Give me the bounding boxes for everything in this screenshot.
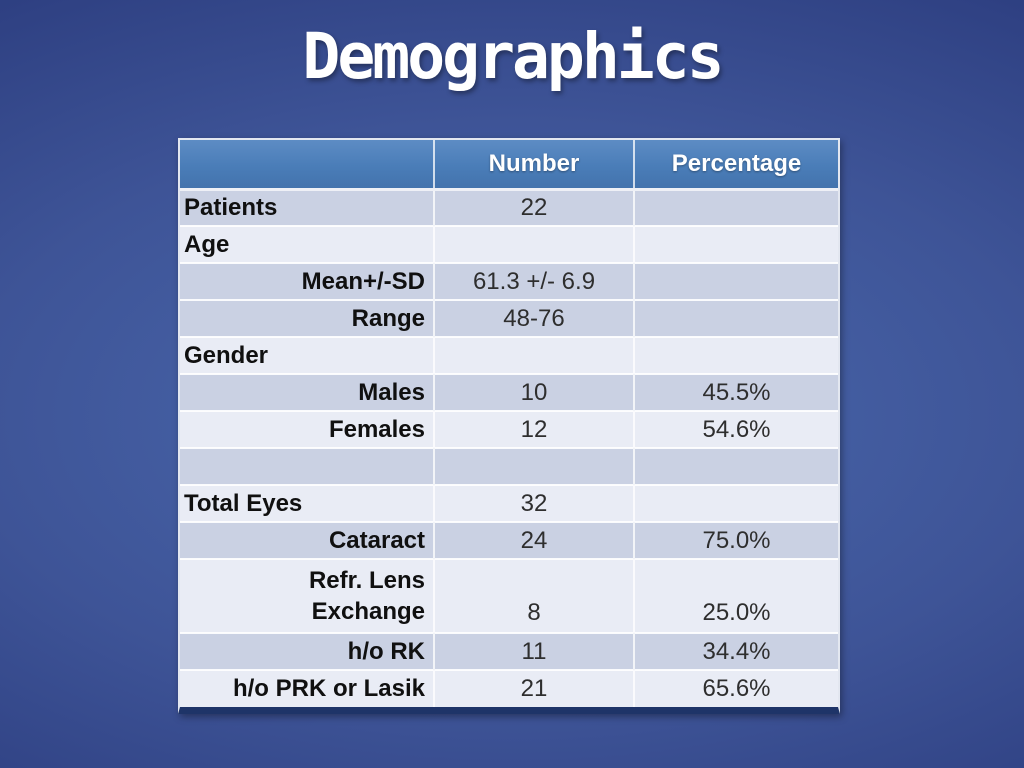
number-cell: 12 bbox=[433, 410, 634, 448]
number-cell: 24 bbox=[433, 521, 634, 559]
table-row-refr-lens-exchange: Refr. Lens Exchange 8 25.0% bbox=[180, 558, 838, 633]
table-header-row: Number Percentage bbox=[180, 140, 838, 191]
table-row-males: Males 10 45.5% bbox=[180, 373, 838, 411]
row-label-cell: Females bbox=[180, 410, 434, 448]
number-cell: 11 bbox=[433, 632, 634, 670]
number-cell: 48-76 bbox=[433, 299, 634, 337]
row-label-cell: Males bbox=[180, 373, 434, 411]
percentage-cell bbox=[633, 299, 838, 337]
number-cell bbox=[433, 447, 634, 485]
percentage-cell: 54.6% bbox=[633, 410, 838, 448]
row-label-cell: Cataract bbox=[180, 521, 434, 559]
number-cell: 10 bbox=[433, 373, 634, 411]
number-cell bbox=[433, 336, 634, 374]
percentage-cell bbox=[633, 336, 838, 374]
demographics-table: Number Percentage Patients 22 Age Mean+/… bbox=[178, 138, 840, 714]
table-row-females: Females 12 54.6% bbox=[180, 410, 838, 448]
percentage-cell: 25.0% bbox=[633, 558, 838, 633]
row-label-cell: h/o RK bbox=[180, 632, 434, 670]
percentage-cell: 65.6% bbox=[633, 669, 838, 707]
row-label-cell: h/o PRK or Lasik bbox=[180, 669, 434, 707]
table-row-gender: Gender bbox=[180, 336, 838, 374]
row-label-cell: Total Eyes bbox=[180, 484, 434, 522]
row-label-cell: Patients bbox=[180, 189, 434, 226]
header-cell-percentage: Percentage bbox=[633, 140, 838, 191]
header-cell-number: Number bbox=[433, 140, 634, 191]
table-row-range: Range 48-76 bbox=[180, 299, 838, 337]
row-label-cell: Range bbox=[180, 299, 434, 337]
row-label-cell: Age bbox=[180, 225, 434, 263]
percentage-cell bbox=[633, 262, 838, 300]
number-cell: 61.3 +/- 6.9 bbox=[433, 262, 634, 300]
percentage-cell: 34.4% bbox=[633, 632, 838, 670]
percentage-cell bbox=[633, 225, 838, 263]
table-row-spacer bbox=[180, 447, 838, 485]
table-row-cataract: Cataract 24 75.0% bbox=[180, 521, 838, 559]
table-row-age: Age bbox=[180, 225, 838, 263]
percentage-cell: 45.5% bbox=[633, 373, 838, 411]
table-row-ho-prk-or-lasik: h/o PRK or Lasik 21 65.6% bbox=[180, 669, 838, 707]
table-row-total-eyes: Total Eyes 32 bbox=[180, 484, 838, 522]
row-label-cell: Mean+/-SD bbox=[180, 262, 434, 300]
number-cell: 22 bbox=[433, 189, 634, 226]
table-row-ho-rk: h/o RK 11 34.4% bbox=[180, 632, 838, 670]
percentage-cell bbox=[633, 484, 838, 522]
number-cell: 21 bbox=[433, 669, 634, 707]
percentage-cell: 75.0% bbox=[633, 521, 838, 559]
percentage-cell bbox=[633, 189, 838, 226]
slide-title: Demographics bbox=[302, 20, 724, 93]
row-label-cell: Refr. Lens Exchange bbox=[180, 558, 434, 633]
table-row-mean-sd: Mean+/-SD 61.3 +/- 6.9 bbox=[180, 262, 838, 300]
table-row-patients: Patients 22 bbox=[180, 189, 838, 226]
demographics-table-grid: Number Percentage Patients 22 Age Mean+/… bbox=[180, 140, 838, 707]
number-cell bbox=[433, 225, 634, 263]
row-label-cell bbox=[180, 447, 434, 485]
row-label-cell: Gender bbox=[180, 336, 434, 374]
number-cell: 8 bbox=[433, 558, 634, 633]
number-cell: 32 bbox=[433, 484, 634, 522]
header-cell-blank bbox=[180, 140, 434, 191]
percentage-cell bbox=[633, 447, 838, 485]
